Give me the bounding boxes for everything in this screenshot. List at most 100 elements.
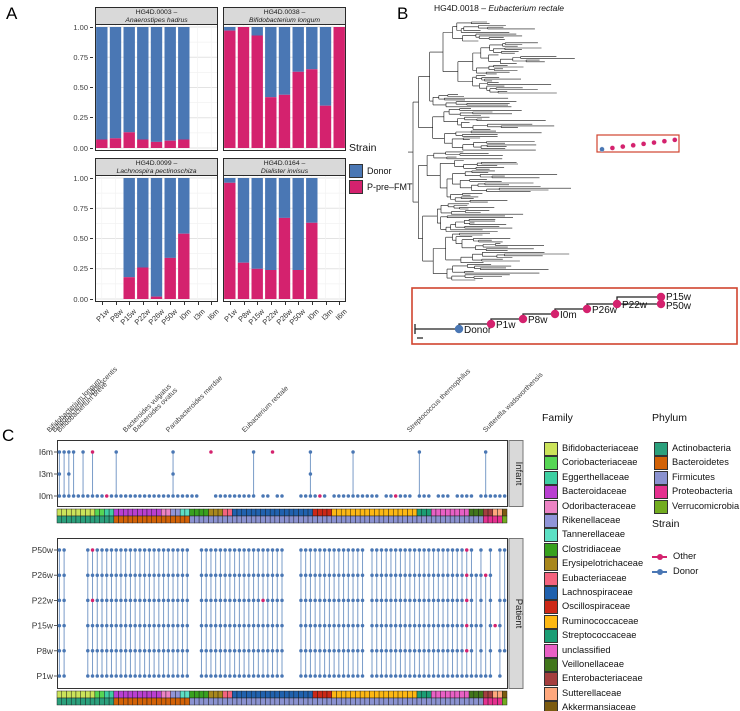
- donor-dot: [332, 623, 336, 628]
- donor-dot: [455, 573, 460, 577]
- family-tile: [492, 508, 498, 517]
- donor-dot: [180, 598, 185, 603]
- connectors: [58, 550, 506, 676]
- other-dot: [464, 573, 469, 577]
- y-tick-mark: [90, 26, 93, 28]
- family-tile: [241, 508, 247, 517]
- donor-dot: [389, 573, 393, 577]
- highlight-box: [596, 134, 680, 153]
- family-tile: [189, 508, 195, 517]
- inset-tip-dot: [454, 324, 464, 334]
- donor-dot: [190, 494, 194, 498]
- donor-dot: [374, 674, 379, 678]
- facet-strip: [508, 538, 524, 689]
- phylum-tile: [303, 515, 309, 524]
- family-label: Bifidobacteriaceae: [562, 443, 639, 453]
- y-tick-mark: [90, 87, 93, 88]
- donor-dot: [322, 494, 327, 498]
- donor-dot: [393, 598, 398, 603]
- phylum-legend-item: Bacteroidetes: [654, 456, 740, 471]
- donor-dot: [119, 573, 123, 577]
- donor-dot: [133, 649, 137, 653]
- donor-dot: [228, 494, 232, 498]
- family-tile: [303, 508, 309, 517]
- family-tile: [464, 690, 470, 699]
- donor-dot: [152, 649, 156, 653]
- donor-dot: [81, 450, 85, 454]
- donor-dot: [138, 623, 142, 628]
- donor-dot: [322, 623, 327, 628]
- phylum-tile: [213, 697, 219, 706]
- donor-dot: [209, 674, 213, 678]
- bar-p-pre-fmt: [123, 132, 135, 148]
- donor-dot: [57, 598, 62, 603]
- family-legend-item: Clostridiaceae: [544, 542, 649, 557]
- family-label: unclassified: [562, 644, 611, 655]
- y-tick-label: 0.25: [73, 264, 88, 274]
- phylum-tile: [435, 515, 441, 524]
- family-tile: [317, 508, 323, 517]
- donor-dot: [280, 674, 284, 678]
- strain-legend-a: Strain Donor P-pre–FMT: [349, 142, 413, 194]
- donor-dot: [142, 598, 147, 603]
- phylum-tile: [497, 697, 503, 706]
- family-tile: [364, 508, 370, 517]
- donor-dot: [488, 674, 493, 678]
- phylum-tile: [388, 515, 394, 524]
- donor-dot: [299, 548, 303, 552]
- phylum-tile: [132, 697, 138, 706]
- donor-dot: [299, 598, 303, 603]
- donor-dot: [67, 472, 71, 476]
- donor-dot: [209, 649, 213, 653]
- phylum-tile: [435, 697, 441, 706]
- donor-dot: [313, 623, 317, 628]
- donor-dot: [100, 649, 104, 653]
- family-tile: [388, 508, 394, 517]
- donor-dot: [450, 548, 455, 552]
- donor-dot: [104, 598, 109, 603]
- donor-dot: [436, 674, 441, 678]
- family-tile: [194, 508, 200, 517]
- family-tile: [426, 508, 432, 517]
- donor-dot: [100, 598, 104, 603]
- donor-dot: [176, 598, 180, 603]
- donor-dot: [133, 598, 137, 603]
- donor-dot: [62, 548, 66, 552]
- donor-dot: [161, 548, 166, 552]
- family-tile: [307, 508, 314, 517]
- donor-dot: [213, 649, 218, 653]
- inset-tip-label: I0m: [560, 310, 577, 321]
- donor-dot: [455, 623, 460, 628]
- phylum-tile: [355, 697, 361, 706]
- donor-dot: [266, 623, 270, 628]
- tree-title-code: HG4D.0018 –: [434, 3, 486, 13]
- other-dot: [90, 548, 95, 552]
- phylum-tile: [222, 515, 228, 524]
- phylum-tile: [364, 697, 370, 706]
- family-tile: [383, 508, 389, 517]
- inset-tip-label: Donor: [464, 325, 492, 336]
- phylum-tile: [445, 697, 451, 706]
- donor-dot: [308, 573, 313, 577]
- donor-dot: [95, 548, 100, 552]
- family-tile: [127, 508, 134, 517]
- other-dot: [464, 623, 469, 628]
- donor-dot: [176, 674, 180, 678]
- family-tile: [222, 690, 228, 699]
- donor-dot: [393, 548, 398, 552]
- bars: [123, 178, 190, 299]
- donor-dot: [379, 623, 384, 628]
- family-tile: [468, 508, 475, 517]
- family-tile: [487, 690, 494, 699]
- donor-dot: [256, 548, 261, 552]
- phylum-tile: [359, 515, 366, 524]
- donor-dot: [502, 598, 507, 603]
- donor-dot: [417, 674, 422, 678]
- family-swatch: [544, 571, 558, 586]
- phylum-tile: [61, 515, 67, 524]
- phylum-tile: [222, 697, 228, 706]
- donor-dot: [71, 494, 76, 498]
- legend-label: Donor: [367, 166, 392, 176]
- phylum-tile: [132, 515, 138, 524]
- donor-dot: [266, 548, 270, 552]
